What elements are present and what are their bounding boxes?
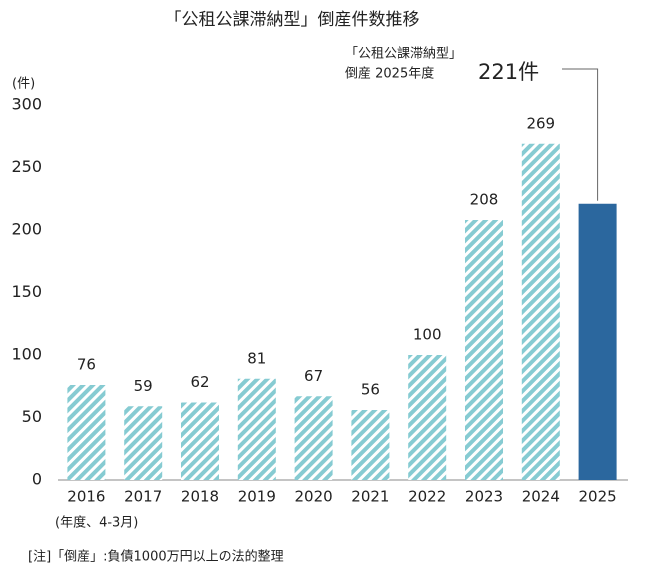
- x-tick-label: 2021: [351, 488, 389, 506]
- bar: [294, 396, 333, 480]
- x-tick-label: 2016: [67, 488, 105, 506]
- y-tick-label: 200: [11, 220, 42, 239]
- bar: [181, 402, 219, 480]
- x-tick-label: 2017: [124, 488, 162, 506]
- bar: [67, 385, 106, 480]
- annotation-line: 「公租公課滞納型」: [345, 46, 462, 62]
- value-label: 269: [526, 114, 555, 132]
- bar: [465, 220, 503, 480]
- x-tick-label: 2024: [522, 488, 560, 506]
- y-tick-label: 50: [22, 407, 42, 426]
- y-unit: (件): [12, 77, 35, 92]
- value-label: 81: [247, 349, 266, 367]
- value-label: 62: [190, 373, 209, 391]
- y-tick-label: 100: [11, 345, 42, 364]
- bar: [351, 410, 390, 480]
- x-tick-label: 2023: [465, 488, 503, 506]
- bar: [124, 406, 163, 480]
- value-label: 56: [361, 381, 380, 399]
- value-label: 59: [134, 377, 153, 395]
- value-label: 208: [470, 191, 499, 209]
- bar: [578, 203, 617, 480]
- y-tick-label: 300: [11, 95, 42, 114]
- x-tick-label: 2022: [408, 488, 446, 506]
- bar: [408, 355, 447, 480]
- x-tick-label: 2018: [181, 488, 219, 506]
- annotation-line: 倒産 2025年度: [345, 66, 434, 82]
- bar: [237, 378, 276, 480]
- y-tick-label: 150: [11, 282, 42, 301]
- x-tick-label: 2025: [579, 488, 617, 506]
- value-label: 67: [304, 367, 323, 385]
- value-label: 100: [413, 326, 442, 344]
- x-tick-label: 2020: [295, 488, 333, 506]
- annotation-value: 221件: [478, 60, 539, 84]
- y-tick-label: 250: [11, 157, 42, 176]
- chart-title: 「公租公課滞納型」倒産件数推移: [165, 10, 420, 30]
- value-label: 76: [77, 356, 96, 374]
- x-tick-label: 2019: [238, 488, 276, 506]
- footnote: [注]「倒産」:負債1000万円以上の法的整理: [28, 549, 284, 565]
- annotation-connector: [562, 68, 599, 201]
- bar: [521, 143, 560, 480]
- x-note: (年度、4-3月): [55, 515, 138, 531]
- y-tick-label: 0: [32, 470, 42, 489]
